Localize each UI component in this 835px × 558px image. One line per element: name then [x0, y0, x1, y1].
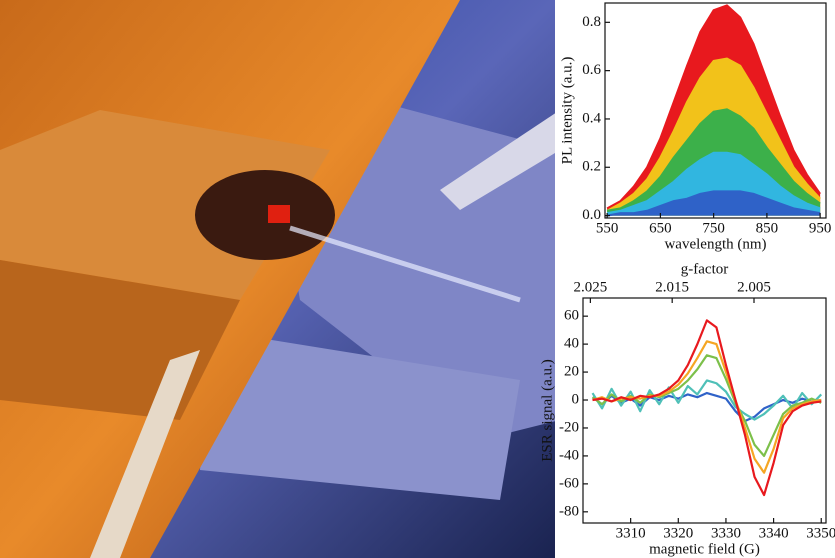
window [195, 170, 335, 260]
x-tick-label: 750 [702, 220, 725, 236]
y-tick-label: -40 [559, 447, 579, 463]
series-line [591, 379, 823, 421]
y-tick-label: 0.2 [582, 159, 601, 175]
y-tick-label: 0.0 [582, 207, 601, 223]
x-axis-title: wavelength (nm) [664, 236, 766, 252]
y-axis-title: ESR signal (a.u.) [539, 359, 555, 462]
y-tick-label: -20 [559, 419, 579, 435]
area-edge [606, 151, 821, 215]
series-line [592, 319, 822, 497]
x-tick-label: 950 [809, 220, 832, 236]
x-tick-label: 3340 [759, 525, 789, 541]
x2-tick-label: 2.025 [573, 279, 607, 295]
x-tick-label: 3330 [711, 525, 741, 541]
x-tick-label: 3350 [806, 525, 835, 541]
x2-tick-label: 2.015 [655, 279, 689, 295]
plot-frame [604, 2, 827, 219]
cable [440, 113, 555, 210]
y-tick-label: 0.8 [582, 14, 601, 30]
x2-tick-label: 2.005 [737, 279, 771, 295]
blue-block-base [200, 330, 520, 500]
x-tick-label: 650 [649, 220, 672, 236]
x-tick-label: 550 [596, 220, 619, 236]
y-tick-label: -80 [559, 503, 579, 519]
series-line [591, 391, 822, 423]
cable-white [90, 350, 200, 558]
area-edge [606, 108, 821, 212]
photo [0, 0, 555, 558]
y-axis-title: PL intensity (a.u.) [559, 57, 575, 165]
area-fill [607, 191, 821, 216]
y-tick-label: 0.4 [582, 110, 601, 126]
x-tick-label: 3310 [616, 525, 646, 541]
y-tick-label: 40 [564, 336, 579, 352]
y-tick-label: 60 [564, 308, 579, 324]
x-tick-label: 3320 [663, 525, 693, 541]
y-tick-label: 0.6 [582, 62, 601, 78]
x-axis-title: magnetic field (G) [649, 541, 760, 557]
area-edge [606, 190, 821, 217]
y-tick-label: -60 [559, 475, 579, 491]
x-tick-label: 850 [756, 220, 779, 236]
series-line [591, 354, 822, 458]
area-edge [606, 57, 821, 212]
area-edge [606, 4, 821, 210]
y-tick-label: 0 [572, 391, 580, 407]
y-tick-label: 20 [564, 364, 579, 380]
series-line [592, 340, 822, 474]
x2-axis-title: g-factor [681, 261, 728, 277]
beam [289, 225, 521, 303]
sample [268, 205, 290, 223]
plot-frame [582, 297, 827, 524]
